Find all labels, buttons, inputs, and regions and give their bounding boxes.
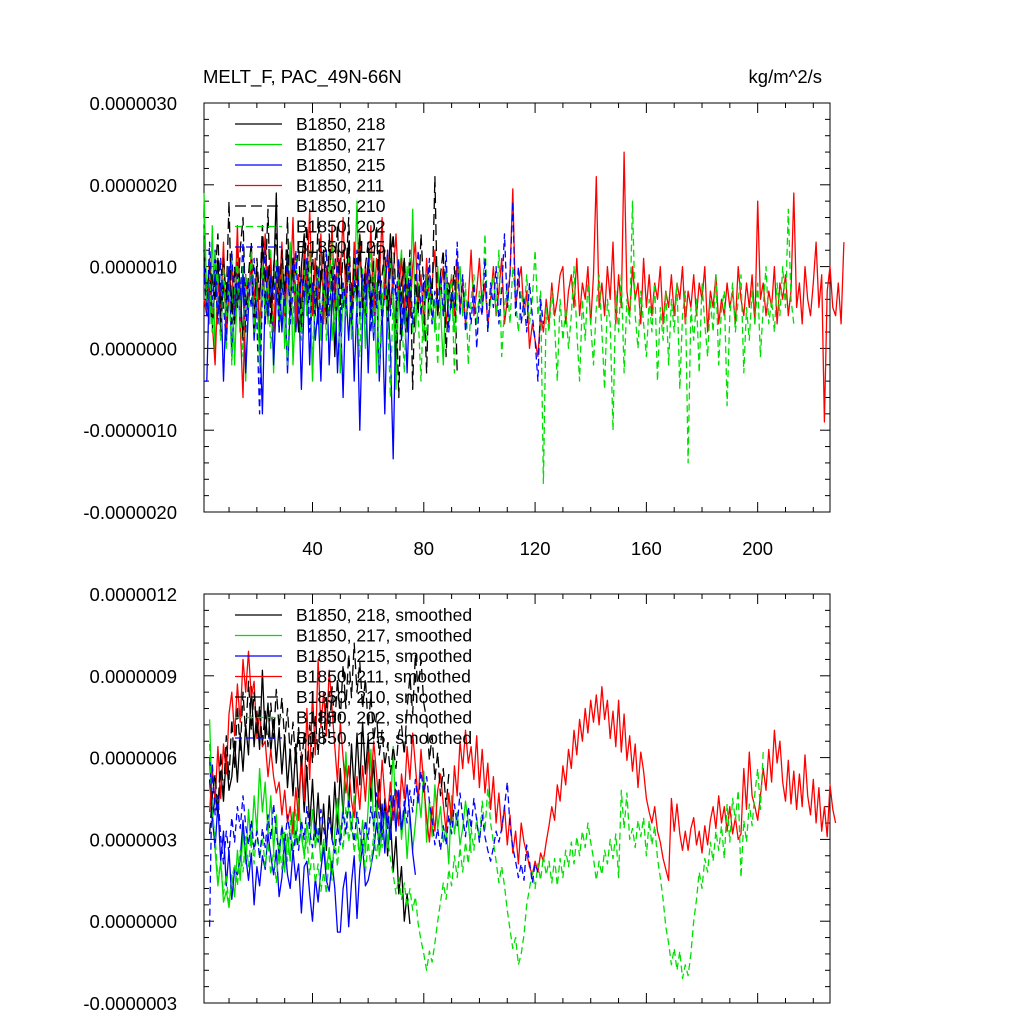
y-tick-label: 0.0000000 [90,338,177,359]
legend-label: B1850, 210, smoothed [296,687,472,707]
legend-label: B1850, 218, smoothed [296,605,472,625]
y-tick-label: 0.0000003 [90,829,177,850]
series-line [208,743,764,980]
legend-label: B1850, 215, smoothed [296,646,472,666]
legend-label: B1850, 202, smoothed [296,708,472,728]
y-tick-label: 0.0000000 [90,911,177,932]
y-tick-label: 0.0000012 [90,584,177,605]
y-tick-label: 0.0000006 [90,748,177,769]
series-line [203,200,545,415]
y-tick-label: 0.0000010 [90,257,177,278]
series-line [203,151,845,423]
bottom-series-group [208,642,837,980]
top-plot-frame [203,102,831,513]
y-tick-label: -0.0000020 [83,502,177,523]
x-tick-label: 80 [414,538,435,559]
legend-label: B1850, 217 [296,135,386,155]
legend-label: B1850, 210 [296,196,386,216]
y-tick-label: 0.0000030 [90,93,177,114]
y-tick-label: 0.0000020 [90,175,177,196]
series-line [203,200,795,485]
bottom-chart-panel: -0.0000003 0.0000000 0.0000003 0.0000006 0.0… [83,584,837,1014]
legend-label: B1850, 211, smoothed [296,667,471,687]
top-y-axis: -0.0000020 -0.0000010 0.0000000 0.0000010 0.… [83,93,830,523]
legend-label: B1850, 125, smoothed [296,728,472,748]
bottom-x-axis [228,594,814,1003]
x-tick-label: 160 [631,538,662,559]
bottom-plot-frame [203,593,831,1004]
x-tick-label: 40 [302,538,323,559]
series-line [203,175,458,399]
legend-label: B1850, 211 [296,176,384,196]
legend-label: B1850, 202 [296,217,386,237]
bottom-y-axis: -0.0000003 0.0000000 0.0000003 0.0000006 0.0… [83,584,830,1014]
series-line [208,642,450,834]
legend-label: B1850, 125 [296,237,386,257]
y-tick-label: -0.0000010 [83,420,177,441]
legend-label: B1850, 215 [296,155,386,175]
y-tick-label: 0.0000009 [90,666,177,687]
legend-label: B1850, 218 [296,114,386,134]
top-chart-units: kg/m^2/s [749,66,822,87]
top-chart-title: MELT_F, PAC_49N-66N [203,66,402,88]
top-x-axis: 40 80 120 160 200 [228,103,814,559]
x-tick-label: 200 [742,538,773,559]
series-line [208,762,539,927]
legend-label: B1850, 217, smoothed [296,626,472,646]
x-tick-label: 120 [520,538,551,559]
series-line [208,757,417,933]
top-chart-panel: MELT_F, PAC_49N-66N kg/m^2/s 40 80 120 160 2… [83,66,845,559]
top-series-group [203,151,845,485]
y-tick-label: -0.0000003 [83,993,177,1014]
